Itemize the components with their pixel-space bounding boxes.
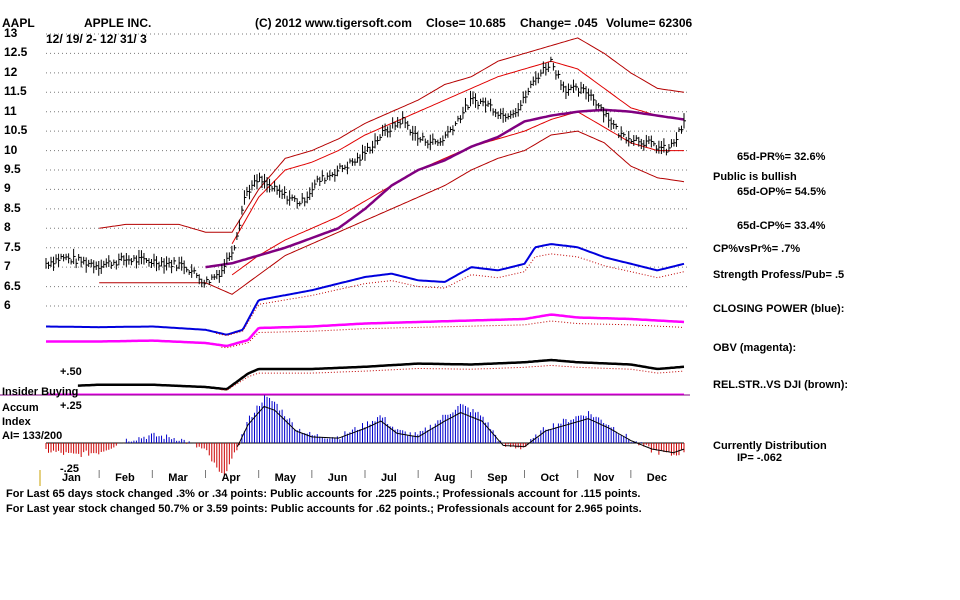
month-label: Nov: [593, 472, 615, 484]
month-label: Feb: [115, 472, 135, 484]
month-label: Aug: [434, 472, 456, 484]
indicator-lines: [46, 243, 685, 391]
lower-band: [99, 130, 685, 295]
date-range: 12/ 19/ 2- 12/ 31/ 3: [46, 32, 147, 46]
accum-label: Accum: [2, 402, 39, 414]
month-label: Jul: [380, 472, 397, 484]
y-tick-label: 9: [4, 181, 11, 196]
y-tick-label: 11.5: [4, 84, 27, 99]
y-tick-label: 8: [4, 220, 11, 235]
obv-ma: [221, 320, 685, 349]
distribution-label: Currently Distribution: [713, 440, 827, 452]
minus25-label: -.25: [60, 463, 79, 475]
upper-band: [99, 37, 685, 233]
footer-65day: For Last 65 days stock changed .3% or .3…: [6, 488, 641, 500]
volume-value: Volume= 62306: [606, 16, 693, 30]
relstr-label: REL.STR..VS DJI (brown):: [713, 379, 849, 391]
month-label: Dec: [646, 472, 667, 484]
company-name: APPLE INC.: [84, 16, 152, 30]
month-label: Jun: [327, 472, 348, 484]
y-tick-label: 7.5: [4, 239, 21, 254]
change-value: Change= .045: [520, 16, 598, 30]
y-tick-label: 9.5: [4, 162, 21, 176]
y-tick-label: 12.5: [4, 45, 28, 60]
relstr-line: [77, 358, 685, 391]
pr-percent: 65d-PR%= 32.6%: [737, 151, 826, 163]
month-label: Oct: [540, 472, 559, 484]
accum-histogram: [45, 395, 685, 476]
closing-power-line: [46, 243, 685, 336]
y-tick-label: 13: [4, 26, 18, 40]
close-value: Close= 10.685: [426, 16, 506, 30]
y-tick-label: 11: [4, 103, 17, 118]
ai-value: AI= 133/200: [2, 430, 63, 442]
price-panel: [45, 37, 686, 295]
month-label: Mar: [168, 472, 188, 484]
copyright-label: (C) 2012 www.tigersoft.com: [255, 16, 412, 30]
y-tick-label: 12: [4, 64, 18, 79]
month-label: Apr: [221, 472, 241, 484]
strength-ratio: Strength Profess/Pub= .5: [713, 269, 845, 281]
inner-lower-band: [231, 111, 684, 276]
closing-power-label: CLOSING POWER (blue):: [713, 303, 845, 315]
moving-average: [205, 108, 685, 269]
cp-vs-pr: CP%vsPr%= .7%: [713, 243, 801, 255]
cp-percent: 65d-CP%= 33.4%: [737, 220, 826, 232]
y-tick-label: 8.5: [4, 200, 21, 215]
plus50-label: +.50: [60, 366, 82, 378]
ticker-label: AAPL: [2, 16, 35, 30]
y-tick-label: 6: [4, 298, 11, 312]
y-tick-label: 10: [4, 142, 18, 157]
obv-line: [46, 313, 685, 348]
month-label: Jan: [61, 472, 81, 484]
insider-buying-label: Insider Buying: [2, 386, 79, 398]
inner-upper-band: [231, 60, 685, 245]
month-label: Sep: [487, 472, 508, 484]
public-bullish: Public is bullish: [713, 171, 797, 183]
y-tick-label: 6.5: [4, 278, 21, 293]
accum-ma: [236, 405, 685, 454]
month-label: May: [274, 472, 297, 484]
footer-year: For Last year stock changed 50.7% or 3.5…: [6, 503, 642, 515]
op-percent: 65d-OP%= 54.5%: [737, 186, 826, 198]
obv-label: OBV (magenta):: [713, 342, 797, 354]
y-tick-label: 7: [4, 259, 11, 274]
index-label: Index: [2, 416, 31, 428]
y-tick-label: 10.5: [4, 123, 28, 138]
price-grid: [39, 33, 690, 486]
indicator-panels: [0, 393, 690, 396]
ip-value: IP= -.062: [737, 452, 782, 464]
relstr-ma: [221, 364, 685, 391]
plus25-label: +.25: [60, 400, 82, 412]
